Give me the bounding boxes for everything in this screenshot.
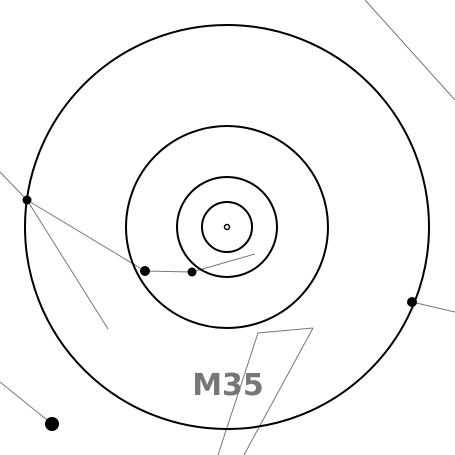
middle-field-ring [125, 125, 329, 329]
field-rings [24, 24, 430, 430]
constellation-line [217, 332, 259, 455]
object-label: M35 [192, 368, 264, 403]
star [187, 267, 197, 277]
constellation-line [26, 199, 109, 330]
inner-field-ring [176, 176, 278, 278]
constellation-line [26, 199, 146, 272]
constellation-line [0, 381, 53, 425]
star [45, 417, 59, 431]
constellation-line [364, 0, 455, 101]
star [407, 297, 417, 307]
constellation-line [144, 270, 193, 273]
center-marker [223, 223, 231, 231]
stars [22, 195, 417, 431]
constellation-line [411, 301, 455, 313]
innermost-field-ring [201, 201, 253, 253]
outer-field-ring [24, 24, 430, 430]
constellation-line [191, 253, 256, 273]
constellation-line [243, 327, 314, 455]
star [140, 266, 150, 276]
constellation-line [257, 327, 314, 334]
star [22, 195, 32, 205]
constellation-line [0, 171, 28, 201]
